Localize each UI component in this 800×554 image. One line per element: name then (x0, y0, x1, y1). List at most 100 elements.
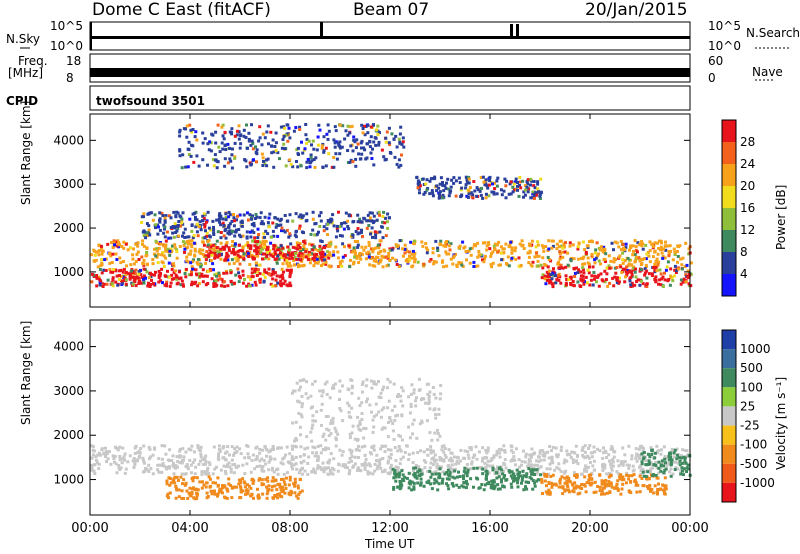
power-panel-cell (216, 255, 220, 259)
velocity-panel-cell (272, 479, 276, 483)
velocity-panel-cell (611, 457, 615, 461)
power-panel-cell (198, 220, 202, 224)
power-panel-cell (518, 242, 522, 246)
velocity-panel-cell (630, 474, 634, 478)
velocity-panel-cell (190, 487, 194, 491)
velocity-panel-cell (212, 445, 216, 449)
velocity-panel-cell (668, 470, 672, 474)
power-panel-cell (689, 261, 693, 265)
power-panel-cell (228, 229, 232, 233)
power-panel-cell (256, 270, 260, 274)
velocity-panel-cell (336, 469, 340, 473)
power-panel-cell (218, 253, 222, 257)
velocity-panel-cell (228, 453, 231, 457)
power-panel-cell (631, 284, 635, 288)
power-panel-cell (153, 213, 157, 217)
velocity-panel-cell (348, 471, 351, 475)
velocity-panel-cell (415, 396, 418, 400)
velocity-panel-colorbar-tick: -25 (740, 419, 760, 433)
power-panel-cell (97, 275, 101, 279)
velocity-panel-cell (213, 467, 217, 471)
power-panel-cell (357, 152, 361, 156)
velocity-panel-cell (494, 468, 498, 472)
power-panel-cell (540, 276, 544, 280)
velocity-panel-cell (298, 379, 302, 383)
power-panel-cell (139, 273, 143, 277)
power-panel-cell (356, 142, 360, 146)
power-panel-cell (495, 179, 499, 183)
power-panel-cell (472, 260, 476, 264)
power-panel-cell (629, 244, 633, 248)
power-panel-cell (185, 259, 189, 263)
power-panel-cell (105, 282, 109, 286)
velocity-panel-cell (587, 456, 591, 460)
power-panel-cell (171, 244, 174, 248)
power-panel-cell (255, 252, 259, 256)
power-panel-cell (187, 235, 191, 239)
velocity-panel-cell (381, 426, 385, 430)
power-panel-cell (175, 256, 179, 260)
power-panel-cell (206, 163, 209, 167)
velocity-panel-cell (431, 456, 435, 460)
power-panel-cell (437, 254, 441, 258)
power-panel-cell (671, 279, 675, 283)
velocity-panel-cell (463, 466, 467, 470)
velocity-panel-cell (230, 496, 234, 500)
velocity-panel-cell (514, 447, 518, 451)
power-panel-cell (586, 268, 590, 272)
velocity-panel-cell (315, 451, 318, 455)
power-panel-cell (183, 236, 187, 239)
velocity-panel-cell (360, 401, 364, 405)
velocity-panel-cell (233, 462, 237, 466)
power-panel-cell (336, 229, 340, 233)
power-panel-cell (374, 233, 378, 237)
power-panel-cell (250, 275, 254, 279)
power-panel-cell (288, 281, 292, 285)
velocity-panel-cell (182, 455, 186, 459)
velocity-panel-cell (531, 487, 535, 491)
power-panel-cell (316, 249, 320, 252)
power-panel-cell (449, 257, 453, 261)
power-panel-cell (615, 278, 619, 281)
velocity-panel-cell (324, 438, 328, 442)
power-panel-cell (643, 271, 647, 275)
velocity-panel-cell (527, 459, 531, 463)
velocity-panel-cell (442, 450, 446, 454)
power-panel-cell (246, 241, 250, 245)
velocity-panel-cell (494, 453, 498, 457)
velocity-panel-cell (181, 482, 184, 486)
velocity-panel-cell (324, 415, 328, 418)
velocity-panel-cell (682, 461, 686, 465)
power-panel-cell (194, 217, 197, 221)
power-panel-cell (330, 165, 334, 169)
velocity-panel-cell (188, 458, 192, 462)
velocity-panel-cell (486, 459, 490, 463)
power-panel-cell (214, 158, 218, 162)
power-panel-cell (686, 275, 690, 279)
power-panel-cell (292, 263, 296, 267)
power-panel-cell (326, 219, 330, 222)
velocity-panel-cell (551, 473, 555, 477)
velocity-panel-cell (333, 426, 337, 430)
velocity-panel-cell (580, 472, 584, 476)
velocity-panel-cell (294, 462, 298, 466)
velocity-panel-cell (670, 448, 674, 451)
power-panel-cell (576, 245, 580, 249)
power-panel-cell (184, 275, 188, 279)
power-panel-cell (159, 279, 163, 283)
power-panel-cell (655, 257, 659, 261)
velocity-panel-cell (123, 458, 126, 462)
power-panel-cell (167, 275, 171, 279)
velocity-panel-cell (296, 496, 300, 500)
power-panel-ytick-label: 4000 (53, 133, 84, 147)
power-panel-cell (545, 275, 549, 279)
velocity-panel-cell (178, 447, 182, 451)
power-panel-cell (163, 220, 167, 224)
power-panel-cell (184, 165, 188, 169)
power-panel-cell (364, 125, 368, 128)
power-panel-cell (620, 271, 624, 274)
velocity-panel-cell (653, 456, 657, 460)
power-panel-cell (281, 138, 285, 141)
power-panel-cell (266, 221, 270, 225)
velocity-panel-cell (282, 480, 286, 484)
